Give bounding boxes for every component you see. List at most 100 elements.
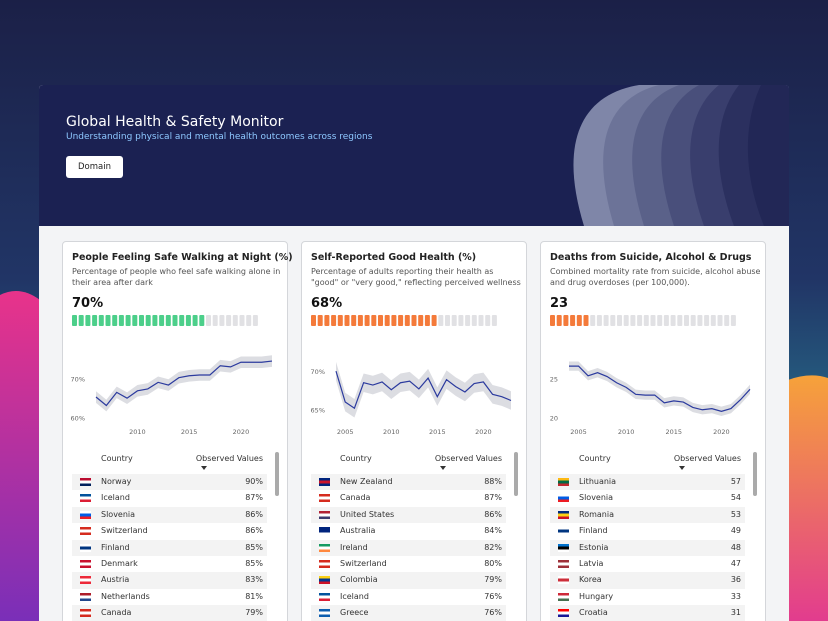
flag <box>80 494 91 503</box>
gauge-pip <box>623 315 629 326</box>
flag <box>80 609 91 618</box>
gauge-value: 70% <box>72 296 104 311</box>
country: Romania <box>579 509 614 519</box>
gauge-pip-filled <box>418 315 424 326</box>
gauge-pip-filled <box>185 315 191 326</box>
gauge-pip-filled <box>92 315 98 326</box>
country: Denmark <box>101 559 138 568</box>
gauge-pip <box>246 315 252 326</box>
country: Switzerland <box>340 559 387 568</box>
country: Iceland <box>340 591 369 601</box>
gauge-pip <box>226 315 232 326</box>
header: Global Health & Safety Monitor Understan… <box>39 85 789 226</box>
card-title: Deaths from Suicide, Alcohol & Drugs <box>550 252 752 263</box>
flag <box>80 560 91 568</box>
table-header: Country Observed Values <box>72 450 267 475</box>
gauge-pip <box>663 315 669 326</box>
flag <box>558 560 569 568</box>
gauge-pip-filled <box>351 315 357 326</box>
gauge-pip <box>451 315 457 326</box>
country: Netherlands <box>101 591 150 601</box>
column-header[interactable]: Observed Values <box>673 454 741 463</box>
country: Korea <box>579 575 602 585</box>
flag <box>319 560 330 568</box>
country: Iceland <box>101 493 130 503</box>
country: Hungary <box>579 591 614 601</box>
column-header[interactable]: Observed Values <box>195 454 263 463</box>
gauge-pip-filled <box>550 315 555 326</box>
country: Latvia <box>579 559 604 568</box>
gauge-pip-filled <box>398 315 404 326</box>
gauge-pip-filled <box>139 315 144 326</box>
sort-icon <box>201 466 207 470</box>
gauge-pip-filled <box>179 315 185 326</box>
confidence-band <box>336 361 511 418</box>
table-header: Country Observed Values <box>311 450 506 475</box>
observed-value: 84% <box>484 526 502 536</box>
x-tick-label: 2005 <box>337 428 354 436</box>
gauge-pip <box>239 315 245 326</box>
card: People Feeling Safe Walking at Night (%)… <box>62 241 293 621</box>
table-header: Country Observed Values <box>550 450 745 475</box>
table-row: Canada 87% <box>311 490 506 506</box>
gauge-pip <box>219 315 225 326</box>
title: Global Health & Safety Monitor <box>66 114 284 130</box>
gauge-pip-filled <box>411 315 417 326</box>
gauge-pip <box>643 315 649 326</box>
y-tick-label: 65% <box>311 407 325 415</box>
column-header: Country <box>579 454 611 463</box>
gauge-pip <box>438 315 444 326</box>
gauge-pip <box>704 315 710 326</box>
gauge <box>311 315 497 326</box>
column-header[interactable]: Observed Values <box>434 454 502 463</box>
gauge-pip-filled <box>378 315 383 326</box>
gauge-pip <box>206 315 211 326</box>
country: Colombia <box>340 575 378 585</box>
observed-value: 87% <box>245 493 263 503</box>
country: Slovenia <box>101 509 136 519</box>
y-tick-label: 20 <box>550 414 558 422</box>
x-tick-label: 2010 <box>383 428 400 436</box>
country: Switzerland <box>101 526 148 536</box>
observed-value: 76% <box>484 591 502 601</box>
table-row: Iceland 87% <box>72 490 267 506</box>
table-row: Switzerland 86% <box>72 523 267 539</box>
gauge-pip <box>684 315 689 326</box>
flag <box>319 576 330 585</box>
country: New Zealand <box>340 477 393 486</box>
observed-value: 86% <box>245 509 263 519</box>
domain-button[interactable]: Domain <box>66 156 123 178</box>
flag <box>319 527 330 536</box>
country: Austria <box>101 575 130 585</box>
country: Canada <box>101 608 132 618</box>
table-row: Finland 49 <box>550 523 745 539</box>
gauge-pip <box>637 315 643 326</box>
country: Greece <box>340 608 369 618</box>
card: Deaths from Suicide, Alcohol & Drugs Comb… <box>540 241 766 621</box>
y-tick-label: 70% <box>71 376 85 384</box>
card-description: Combined mortality rate from suicide, al… <box>550 267 761 287</box>
table-row: Australia 84% <box>311 523 506 539</box>
gauge-pip-filled <box>357 315 363 326</box>
gauge-pip-filled <box>132 315 138 326</box>
x-tick-label: 2020 <box>713 428 730 436</box>
observed-value: 33 <box>730 591 741 601</box>
observed-value: 85% <box>245 542 263 552</box>
card: Self-Reported Good Health (%) Percentage … <box>301 241 527 621</box>
x-tick-label: 2005 <box>570 428 587 436</box>
gauge-pip-filled <box>404 315 410 326</box>
table-row: Hungary 33 <box>550 589 745 605</box>
flag <box>319 592 330 601</box>
gauge-pip-filled <box>570 315 576 326</box>
observed-value: 47 <box>730 559 741 568</box>
gauge-pip-filled <box>145 315 151 326</box>
gauge-pip-filled <box>72 315 77 326</box>
bg-wave <box>0 291 40 621</box>
table-row: Korea 36 <box>550 572 745 589</box>
gauge-pip <box>445 315 450 326</box>
table-row: Iceland 76% <box>311 589 506 605</box>
gauge-pip <box>724 315 730 326</box>
gauge-pip-filled <box>364 315 370 326</box>
country: Croatia <box>579 608 608 618</box>
